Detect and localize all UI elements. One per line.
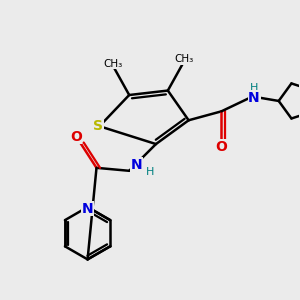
Text: N: N <box>82 202 93 216</box>
Text: N: N <box>131 158 142 172</box>
Text: CH₃: CH₃ <box>175 54 194 64</box>
Text: O: O <box>215 140 227 154</box>
Text: N: N <box>248 91 260 105</box>
Text: O: O <box>70 130 82 144</box>
Text: H: H <box>146 167 154 177</box>
Text: H: H <box>250 82 258 93</box>
Text: CH₃: CH₃ <box>103 59 122 69</box>
Text: S: S <box>93 118 103 133</box>
